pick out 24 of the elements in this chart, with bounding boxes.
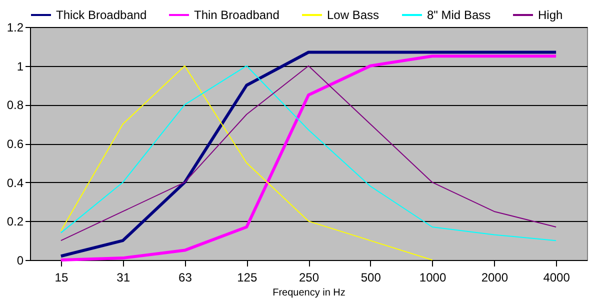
x-axis-title: Frequency in Hz <box>272 288 346 298</box>
line-series <box>60 65 433 260</box>
x-tick-label: 15 <box>54 270 68 284</box>
y-tick-label: 0 <box>16 254 24 268</box>
legend-label: Thick Broadband <box>56 8 147 22</box>
y-tick-label: 0.6 <box>6 137 24 151</box>
x-tick-label: 1000 <box>419 270 446 284</box>
x-tick-label: 250 <box>298 270 320 284</box>
y-tick-label: 0.2 <box>6 214 24 229</box>
x-tick-label: 31 <box>116 270 130 284</box>
x-tick-label: 125 <box>237 270 258 284</box>
y-tick-label: 0.8 <box>6 98 24 112</box>
x-tick-label: 63 <box>178 270 192 284</box>
y-tick-label: 1 <box>16 59 24 74</box>
x-tick-label: 500 <box>360 270 382 284</box>
y-tick-label: 1.2 <box>6 20 24 34</box>
x-tick-label: 4000 <box>543 270 570 284</box>
legend-label: 8" Mid Bass <box>427 8 491 22</box>
y-tick-label: 0.4 <box>6 176 24 190</box>
legend-label: High <box>538 8 563 22</box>
legend-label: Low Bass <box>327 8 380 22</box>
x-tick-label: 2000 <box>481 270 508 284</box>
line-series <box>60 65 557 242</box>
legend-label: Thin Broadband <box>194 8 280 22</box>
